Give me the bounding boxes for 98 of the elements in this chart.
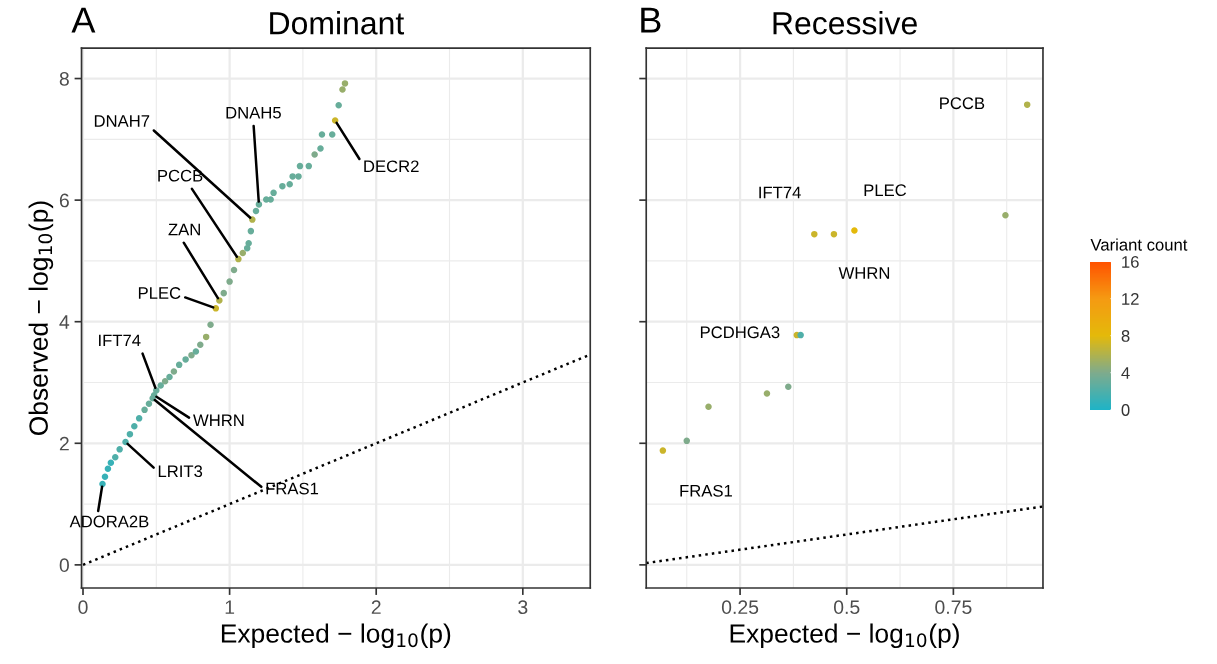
point <box>197 341 204 349</box>
point <box>226 278 233 285</box>
point <box>289 173 296 180</box>
point <box>318 131 326 138</box>
point <box>104 465 112 473</box>
point <box>112 454 119 461</box>
point <box>166 373 173 381</box>
point <box>220 289 227 297</box>
point <box>305 162 313 170</box>
annotation: PLEC <box>138 287 181 299</box>
y-tick-label: 2 <box>59 436 69 451</box>
annotation: DNAH7 <box>94 115 150 127</box>
point <box>192 348 200 355</box>
point <box>1023 101 1031 108</box>
y-axis-title: Observed − log$_{10}$(p) <box>28 201 54 436</box>
y-tick-label: 6 <box>59 193 69 208</box>
point <box>270 189 277 197</box>
point <box>328 131 336 138</box>
annotation: WHRN <box>193 414 244 426</box>
color-bar-label: 4 <box>1121 367 1130 379</box>
point <box>99 480 106 488</box>
point <box>157 382 164 389</box>
point <box>763 390 771 397</box>
x-axis-title: Expected − log$_{10}$(p) <box>730 623 959 649</box>
annotation: ZAN <box>168 223 200 236</box>
point <box>126 430 134 438</box>
annotation: FRAS1 <box>680 484 732 497</box>
x-tick-label: 1 <box>225 600 235 614</box>
point <box>116 446 123 453</box>
annotation: PLEC <box>864 184 907 197</box>
point <box>235 255 242 263</box>
text: B <box>641 7 661 33</box>
point <box>239 249 247 257</box>
color-bar-title: Variant count <box>1090 238 1188 251</box>
point <box>341 80 349 87</box>
point <box>830 230 838 238</box>
point <box>267 196 274 203</box>
annotation: PCDHGA3 <box>700 326 780 339</box>
point <box>785 383 792 391</box>
chart-title: Dominant <box>270 11 405 35</box>
annotation: IFT74 <box>759 186 801 199</box>
y-tick-label: 8 <box>59 72 69 86</box>
point <box>339 86 346 93</box>
x-tick-label: 0.5 <box>833 600 860 615</box>
x-tick-label: 0.75 <box>935 600 972 615</box>
point <box>107 459 115 466</box>
annotation: DNAH5 <box>226 106 281 119</box>
point <box>131 423 138 430</box>
annotation: LRIT3 <box>158 465 203 478</box>
point <box>245 240 252 247</box>
point <box>170 368 178 375</box>
point <box>135 415 143 422</box>
point <box>216 297 223 304</box>
point <box>182 356 189 363</box>
point <box>659 447 667 454</box>
point <box>175 361 183 369</box>
x-tick-label: 2 <box>371 600 381 614</box>
annotation: WHRN <box>838 267 890 279</box>
y-tick-label: 0 <box>59 558 69 573</box>
y-tick-label: 4 <box>59 315 70 329</box>
point <box>202 333 210 341</box>
point <box>797 331 804 339</box>
text: A <box>71 7 96 33</box>
point <box>683 437 691 445</box>
x-tick-label: 0 <box>78 600 88 615</box>
point <box>141 406 148 414</box>
annotation: IFT74 <box>99 334 141 347</box>
color-bar-label: 12 <box>1122 293 1139 305</box>
point <box>247 227 255 235</box>
point <box>145 400 153 408</box>
x-axis-title: Expected − log$_{10}$(p) <box>221 623 451 649</box>
point <box>230 266 238 274</box>
x-tick-label: 3 <box>518 600 528 615</box>
point <box>811 230 818 238</box>
point <box>296 162 304 170</box>
point <box>317 145 324 152</box>
x-tick-label: 0.25 <box>721 600 759 615</box>
point <box>286 181 293 188</box>
point <box>101 473 109 480</box>
color-bar-label: 8 <box>1121 330 1130 342</box>
annotation: PCCB <box>158 169 203 182</box>
chart-title: Recessive <box>773 11 917 35</box>
point <box>311 151 318 158</box>
point <box>207 321 214 328</box>
annotation: FRAS1 <box>266 482 319 495</box>
color-bar-label: 16 <box>1122 256 1139 268</box>
point <box>1002 212 1009 219</box>
point <box>252 207 260 215</box>
point <box>188 351 195 359</box>
color-bar-label: 0 <box>1121 404 1130 416</box>
point <box>295 173 302 180</box>
point <box>161 378 169 385</box>
point <box>279 182 286 190</box>
point <box>705 403 712 411</box>
annotation: DECR2 <box>364 160 419 173</box>
annotation: PCCB <box>940 97 985 110</box>
point <box>851 227 858 234</box>
point <box>335 102 342 109</box>
